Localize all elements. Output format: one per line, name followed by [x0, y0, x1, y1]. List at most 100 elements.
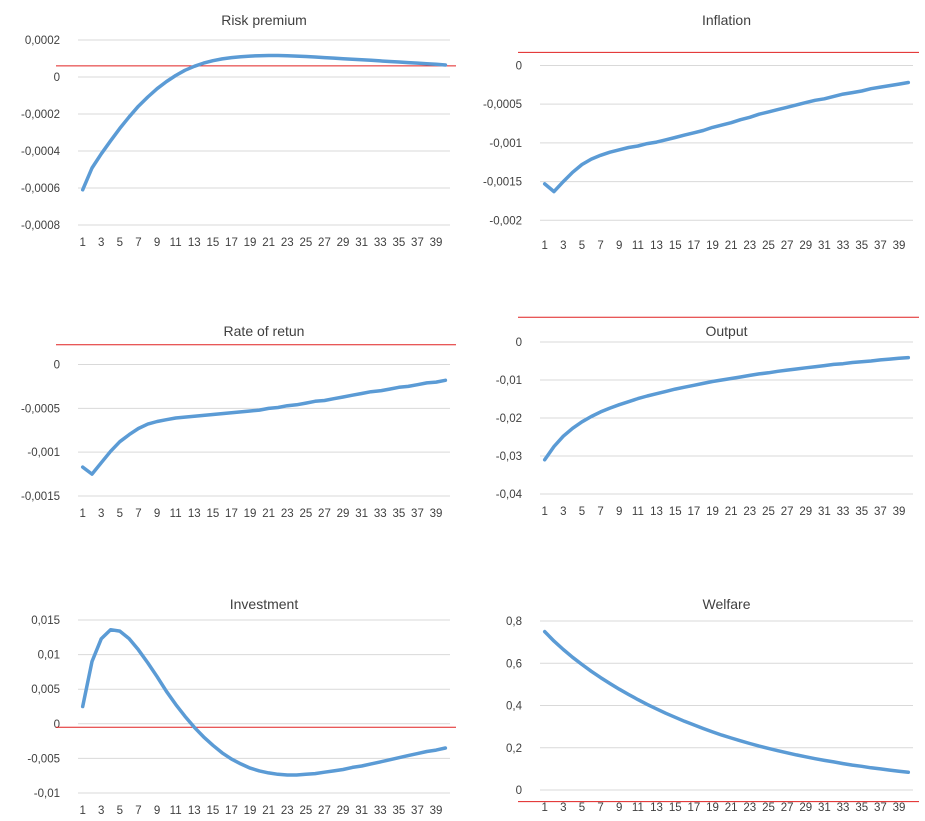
y-tick-label: -0,0002	[21, 109, 60, 121]
chart-title: Welfare	[703, 596, 751, 612]
chart-title: Output	[705, 323, 747, 339]
x-tick-label: 19	[706, 506, 719, 518]
x-tick-label: 25	[299, 508, 312, 520]
x-tick-label: 15	[206, 508, 219, 520]
x-tick-label: 15	[669, 802, 682, 814]
x-tick-label: 23	[281, 508, 294, 520]
x-tick-label: 21	[725, 802, 738, 814]
x-tick-label: 3	[560, 240, 566, 252]
x-tick-label: 5	[579, 802, 585, 814]
x-tick-label: 15	[206, 237, 219, 249]
x-tick-label: 33	[837, 240, 850, 252]
y-tick-label: 0	[516, 337, 522, 349]
y-tick-label: -0,03	[496, 451, 522, 463]
x-tick-label: 11	[170, 508, 182, 520]
x-tick-label: 21	[725, 506, 738, 518]
chart-panel-6: Welfare 0,8 0,6 0,4 0,2 0 1 3 5 7 9 11 13 15 17 19 21 23 2…	[462, 546, 925, 821]
x-tick-label: 23	[281, 237, 294, 249]
x-tick-label: 13	[650, 240, 663, 252]
y-tick-label: 0	[54, 719, 60, 731]
chart-svg: Risk premium 0,0002 0 -0,0002 -0,0004 -0,0006…	[21, 12, 456, 249]
x-tick-label: 29	[337, 805, 350, 817]
x-tick-label: 23	[743, 506, 756, 518]
x-tick-label: 29	[799, 240, 812, 252]
chart-title: Inflation	[702, 12, 751, 28]
x-tick-label: 35	[392, 508, 405, 520]
x-tick-label: 39	[893, 240, 906, 252]
chart-title: Investment	[230, 596, 299, 612]
x-tick-label: 21	[262, 508, 275, 520]
x-tick-label: 1	[541, 240, 547, 252]
chart-title: Rate of retun	[224, 323, 305, 339]
x-tick-label: 21	[262, 805, 275, 817]
x-tick-label: 37	[874, 506, 887, 518]
x-tick-label: 31	[355, 508, 368, 520]
x-tick-label: 13	[188, 508, 201, 520]
y-tick-label: -0,01	[496, 375, 522, 387]
x-tick-label: 3	[560, 802, 566, 814]
x-tick-label: 15	[206, 805, 219, 817]
x-tick-label: 27	[781, 802, 794, 814]
x-tick-label: 15	[669, 506, 682, 518]
y-tick-label: 0,005	[31, 684, 60, 696]
x-tick-label: 35	[855, 802, 868, 814]
x-tick-label: 17	[687, 506, 700, 518]
x-tick-label: 9	[616, 240, 622, 252]
y-tick-label: 0,01	[38, 650, 60, 662]
y-tick-label: 0,4	[506, 701, 523, 713]
series-line	[542, 629, 911, 775]
x-tick-label: 1	[541, 506, 547, 518]
x-tick-label: 31	[818, 506, 831, 518]
x-tick-label: 3	[98, 805, 104, 817]
x-tick-label: 19	[244, 508, 257, 520]
y-tick-label: 0,8	[506, 616, 522, 628]
y-tick-label: -0,002	[489, 215, 522, 227]
x-tick-label: 39	[430, 805, 443, 817]
x-tick-label: 21	[725, 240, 738, 252]
y-tick-label: -0,001	[489, 138, 522, 150]
y-tick-label: -0,0006	[21, 183, 60, 195]
x-tick-label: 37	[874, 802, 887, 814]
x-tick-label: 7	[597, 506, 603, 518]
x-tick-label: 27	[318, 508, 331, 520]
x-tick-label: 37	[411, 508, 424, 520]
x-tick-label: 33	[374, 805, 387, 817]
x-tick-label: 19	[244, 805, 257, 817]
chart-panel-5: Investment 0,015 0,01 0,005 0 -0,005 -0,01 1 3 5 7…	[0, 546, 462, 821]
x-tick-label: 7	[597, 802, 603, 814]
x-tick-label: 7	[135, 508, 141, 520]
y-tick-label: 0	[54, 360, 60, 372]
y-tick-label: -0,02	[496, 413, 522, 425]
x-tick-label: 3	[560, 506, 566, 518]
x-tick-label: 39	[430, 237, 443, 249]
x-tick-label: 33	[837, 506, 850, 518]
x-tick-label: 9	[616, 506, 622, 518]
series-line	[80, 378, 448, 476]
x-tick-label: 33	[837, 802, 850, 814]
x-tick-label: 5	[117, 508, 123, 520]
x-tick-label: 1	[79, 237, 85, 249]
y-tick-label: -0,0008	[21, 220, 60, 232]
chart-panel-2: Inflation 0 -0,0005 -0,001 -0,0015 -0,002 1 3 5 7…	[462, 0, 925, 272]
x-tick-label: 31	[355, 805, 368, 817]
y-tick-label: -0,0015	[483, 177, 522, 189]
x-tick-label: 5	[579, 506, 585, 518]
x-tick-label: 25	[299, 237, 312, 249]
series-line	[542, 355, 911, 462]
y-tick-label: -0,0005	[21, 403, 60, 415]
x-tick-label: 17	[225, 805, 238, 817]
x-tick-label: 17	[225, 508, 238, 520]
x-tick-label: 29	[337, 508, 350, 520]
y-tick-label: -0,04	[496, 489, 523, 501]
series-line	[542, 80, 911, 194]
x-tick-label: 11	[632, 506, 644, 518]
x-tick-label: 25	[762, 240, 775, 252]
x-tick-label: 31	[818, 802, 831, 814]
x-tick-label: 35	[855, 240, 868, 252]
x-tick-label: 11	[170, 805, 182, 817]
chart-panel-3: Rate of retun 0 -0,0005 -0,001 -0,0015 1 3 5 7 9 1…	[0, 272, 462, 546]
x-tick-label: 39	[893, 802, 906, 814]
